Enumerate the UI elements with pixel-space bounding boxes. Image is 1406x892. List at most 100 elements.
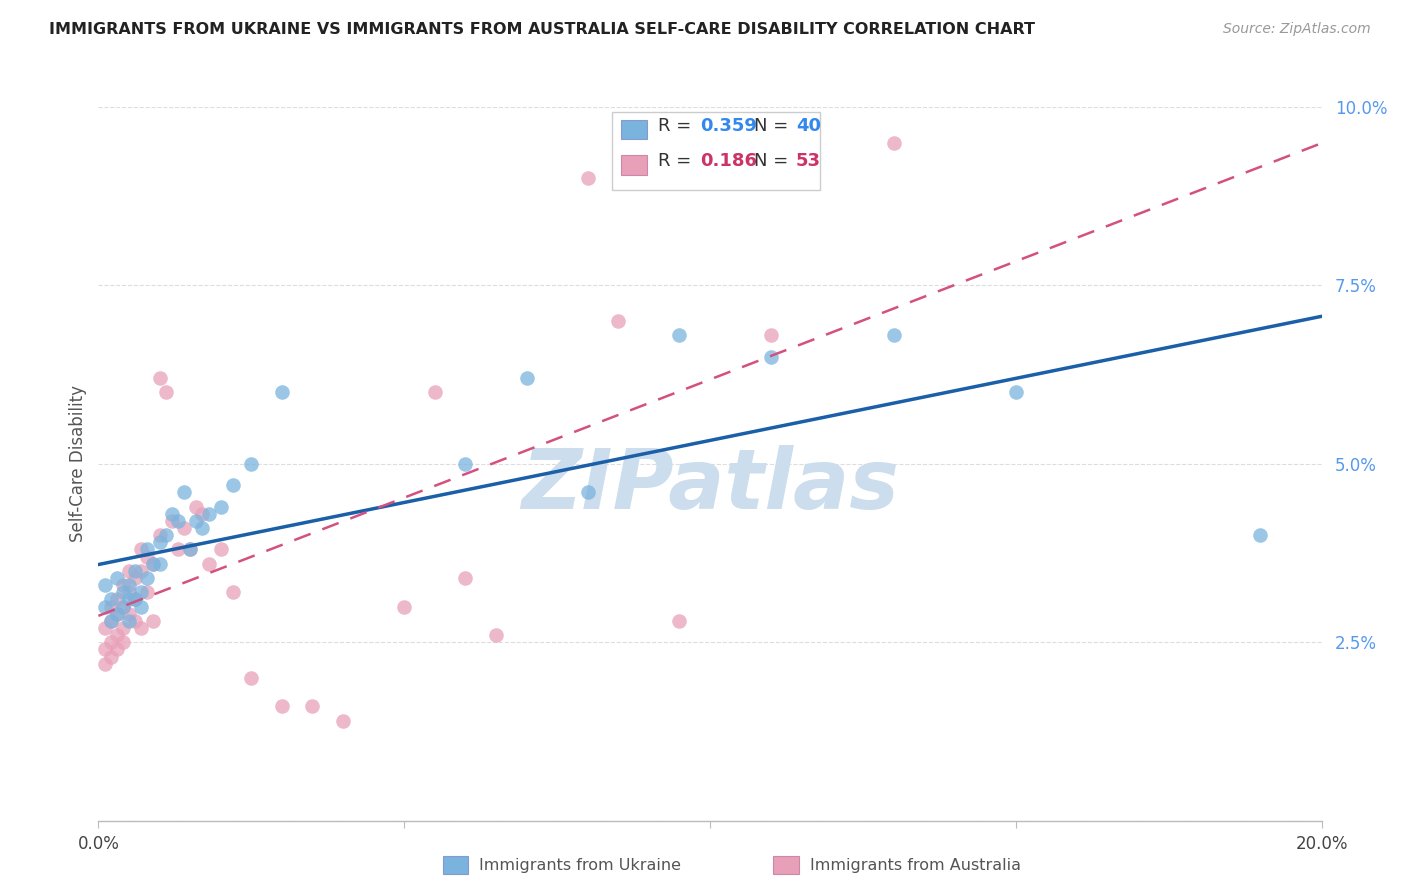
Point — [105, 628, 128, 642]
Point — [179, 542, 201, 557]
Text: 53: 53 — [796, 153, 821, 170]
Point — [485, 628, 508, 642]
Point — [240, 671, 263, 685]
Point — [118, 578, 141, 592]
Point — [1249, 528, 1271, 542]
Point — [136, 549, 159, 564]
Point — [179, 542, 201, 557]
Point — [222, 478, 245, 492]
Point — [124, 571, 146, 585]
Text: Source: ZipAtlas.com: Source: ZipAtlas.com — [1223, 22, 1371, 37]
Point — [149, 528, 172, 542]
Point — [100, 635, 122, 649]
Point — [105, 592, 128, 607]
Point — [197, 557, 219, 571]
Point — [129, 599, 152, 614]
Point — [883, 328, 905, 343]
Text: Immigrants from Ukraine: Immigrants from Ukraine — [479, 858, 682, 872]
Text: IMMIGRANTS FROM UKRAINE VS IMMIGRANTS FROM AUSTRALIA SELF-CARE DISABILITY CORREL: IMMIGRANTS FROM UKRAINE VS IMMIGRANTS FR… — [49, 22, 1035, 37]
Point — [240, 457, 263, 471]
Point — [173, 521, 195, 535]
Point — [759, 328, 782, 343]
Point — [191, 507, 214, 521]
Point — [100, 614, 122, 628]
Point — [142, 557, 165, 571]
Point — [124, 592, 146, 607]
Point — [93, 578, 115, 592]
Point — [149, 371, 172, 385]
Point — [124, 592, 146, 607]
Point — [93, 642, 115, 657]
Point — [197, 507, 219, 521]
Point — [142, 557, 165, 571]
Point — [155, 528, 177, 542]
Point — [129, 542, 152, 557]
Point — [118, 607, 141, 621]
Point — [160, 507, 183, 521]
Point — [155, 385, 177, 400]
Text: 0.359: 0.359 — [700, 117, 756, 135]
Point — [105, 607, 128, 621]
Point — [576, 171, 599, 186]
Point — [111, 621, 134, 635]
Text: Immigrants from Australia: Immigrants from Australia — [810, 858, 1021, 872]
Point — [93, 657, 115, 671]
Text: N =: N = — [754, 153, 793, 170]
Point — [173, 485, 195, 500]
Point — [93, 621, 115, 635]
Point — [111, 578, 134, 592]
Point — [883, 136, 905, 150]
Point — [270, 385, 292, 400]
Point — [167, 542, 190, 557]
Point — [270, 699, 292, 714]
Point — [191, 521, 214, 535]
Point — [576, 485, 599, 500]
Point — [301, 699, 323, 714]
Point — [111, 635, 134, 649]
Point — [668, 614, 690, 628]
Point — [136, 585, 159, 599]
Point — [454, 571, 477, 585]
Point — [100, 592, 122, 607]
Point — [209, 542, 232, 557]
Point — [100, 599, 122, 614]
Point — [1004, 385, 1026, 400]
Point — [105, 607, 128, 621]
Point — [136, 542, 159, 557]
Point — [129, 564, 152, 578]
Point — [105, 571, 128, 585]
Point — [124, 564, 146, 578]
Point — [118, 564, 141, 578]
Point — [332, 714, 354, 728]
Point — [100, 614, 122, 628]
Point — [149, 535, 172, 549]
Point — [129, 621, 152, 635]
Text: N =: N = — [754, 117, 793, 135]
Point — [124, 614, 146, 628]
Text: ZIPatlas: ZIPatlas — [522, 445, 898, 525]
Point — [149, 557, 172, 571]
Point — [118, 592, 141, 607]
Point — [186, 500, 208, 514]
Point — [607, 314, 630, 328]
Point — [423, 385, 446, 400]
Point — [100, 649, 122, 664]
Text: 0.186: 0.186 — [700, 153, 758, 170]
Point — [118, 585, 141, 599]
Point — [129, 585, 152, 599]
Point — [222, 585, 245, 599]
Point — [516, 371, 538, 385]
Point — [209, 500, 232, 514]
Text: R =: R = — [658, 153, 697, 170]
Text: 40: 40 — [796, 117, 821, 135]
Point — [668, 328, 690, 343]
Point — [93, 599, 115, 614]
Point — [392, 599, 416, 614]
Y-axis label: Self-Care Disability: Self-Care Disability — [69, 385, 87, 542]
Point — [105, 642, 128, 657]
Point — [759, 350, 782, 364]
Point — [186, 514, 208, 528]
Point — [167, 514, 190, 528]
Point — [142, 614, 165, 628]
Point — [111, 585, 134, 599]
